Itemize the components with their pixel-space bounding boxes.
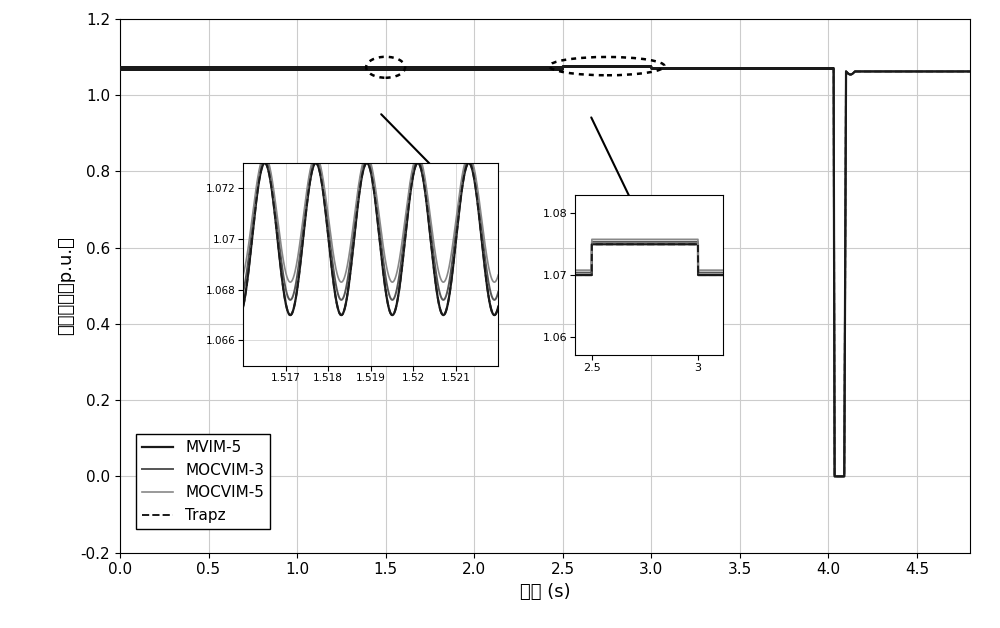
Trapz bbox=[172, 66, 184, 73]
MOCVIM-3 bbox=[318, 65, 330, 73]
MOCVIM-3 bbox=[172, 65, 184, 73]
Trapz bbox=[318, 65, 330, 73]
MOCVIM-5 bbox=[578, 62, 590, 70]
Trapz bbox=[578, 63, 590, 70]
MOCVIM-5 bbox=[964, 68, 976, 75]
Y-axis label: 母线电压（p.u.）: 母线电压（p.u.） bbox=[57, 236, 75, 335]
MVIM-5 bbox=[964, 68, 976, 75]
MVIM-5 bbox=[440, 63, 452, 71]
MOCVIM-3 bbox=[575, 63, 587, 70]
MOCVIM-3 bbox=[440, 63, 452, 71]
MOCVIM-3 bbox=[626, 63, 638, 70]
MOCVIM-3 bbox=[114, 65, 126, 72]
Legend: MVIM-5, MOCVIM-3, MOCVIM-5, Trapz: MVIM-5, MOCVIM-3, MOCVIM-5, Trapz bbox=[136, 434, 270, 529]
Line: MVIM-5: MVIM-5 bbox=[120, 67, 970, 477]
Trapz bbox=[964, 68, 976, 75]
MVIM-5 bbox=[172, 66, 184, 73]
Trapz bbox=[829, 473, 841, 480]
Line: Trapz: Trapz bbox=[120, 67, 970, 477]
MVIM-5 bbox=[626, 63, 638, 70]
MVIM-5 bbox=[578, 63, 590, 70]
MOCVIM-3 bbox=[964, 68, 976, 75]
Trapz bbox=[575, 63, 587, 70]
Line: MOCVIM-5: MOCVIM-5 bbox=[120, 66, 970, 477]
X-axis label: 时间 (s): 时间 (s) bbox=[520, 583, 570, 601]
MVIM-5 bbox=[745, 65, 757, 72]
MOCVIM-3 bbox=[829, 473, 841, 480]
MOCVIM-5 bbox=[172, 65, 184, 73]
MVIM-5 bbox=[829, 473, 841, 480]
MOCVIM-5 bbox=[114, 64, 126, 72]
MOCVIM-5 bbox=[318, 65, 330, 73]
MOCVIM-5 bbox=[745, 64, 757, 72]
Line: MOCVIM-3: MOCVIM-3 bbox=[120, 67, 970, 477]
Trapz bbox=[626, 63, 638, 70]
Trapz bbox=[745, 65, 757, 72]
MOCVIM-5 bbox=[575, 62, 587, 70]
MOCVIM-5 bbox=[440, 63, 452, 71]
MVIM-5 bbox=[575, 63, 587, 70]
MOCVIM-5 bbox=[829, 473, 841, 480]
Trapz bbox=[440, 63, 452, 71]
MVIM-5 bbox=[318, 65, 330, 73]
MVIM-5 bbox=[114, 65, 126, 72]
MOCVIM-5 bbox=[626, 62, 638, 70]
MOCVIM-3 bbox=[745, 65, 757, 72]
Trapz bbox=[114, 65, 126, 72]
MOCVIM-3 bbox=[578, 63, 590, 70]
